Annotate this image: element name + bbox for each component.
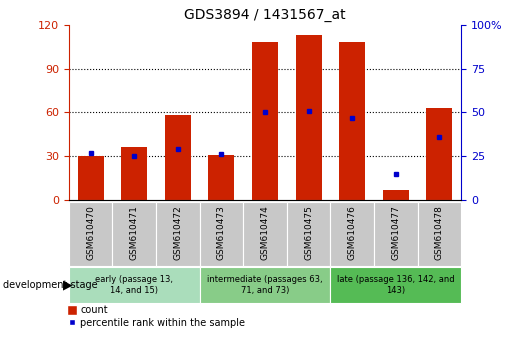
Text: GSM610476: GSM610476 — [348, 205, 357, 260]
Bar — [252, 42, 278, 200]
Text: GSM610475: GSM610475 — [304, 205, 313, 260]
Text: late (passage 136, 142, and
143): late (passage 136, 142, and 143) — [337, 275, 455, 295]
Bar — [296, 35, 322, 200]
Text: GSM610471: GSM610471 — [130, 205, 139, 260]
Bar — [165, 115, 191, 200]
Text: ▶: ▶ — [63, 279, 72, 291]
Bar — [383, 190, 409, 200]
Bar — [112, 202, 156, 266]
Bar — [208, 155, 234, 200]
Text: intermediate (passages 63,
71, and 73): intermediate (passages 63, 71, and 73) — [207, 275, 323, 295]
Title: GDS3894 / 1431567_at: GDS3894 / 1431567_at — [184, 8, 346, 22]
Bar — [243, 202, 287, 266]
Bar — [330, 267, 461, 303]
Text: GSM610477: GSM610477 — [391, 205, 400, 260]
Text: early (passage 13,
14, and 15): early (passage 13, 14, and 15) — [95, 275, 173, 295]
Text: GSM610478: GSM610478 — [435, 205, 444, 260]
Bar — [69, 267, 200, 303]
Bar — [374, 202, 418, 266]
Bar — [426, 108, 453, 200]
Bar — [200, 267, 330, 303]
Text: GSM610474: GSM610474 — [261, 205, 269, 260]
Bar — [287, 202, 330, 266]
Bar — [418, 202, 461, 266]
Legend: count, percentile rank within the sample: count, percentile rank within the sample — [68, 305, 245, 328]
Bar — [77, 156, 104, 200]
Text: GSM610470: GSM610470 — [86, 205, 95, 260]
Bar — [121, 147, 147, 200]
Bar — [339, 42, 365, 200]
Text: development stage: development stage — [3, 280, 98, 290]
Text: GSM610472: GSM610472 — [173, 205, 182, 260]
Bar — [200, 202, 243, 266]
Bar — [330, 202, 374, 266]
Text: GSM610473: GSM610473 — [217, 205, 226, 260]
Bar — [156, 202, 200, 266]
Bar — [69, 202, 112, 266]
